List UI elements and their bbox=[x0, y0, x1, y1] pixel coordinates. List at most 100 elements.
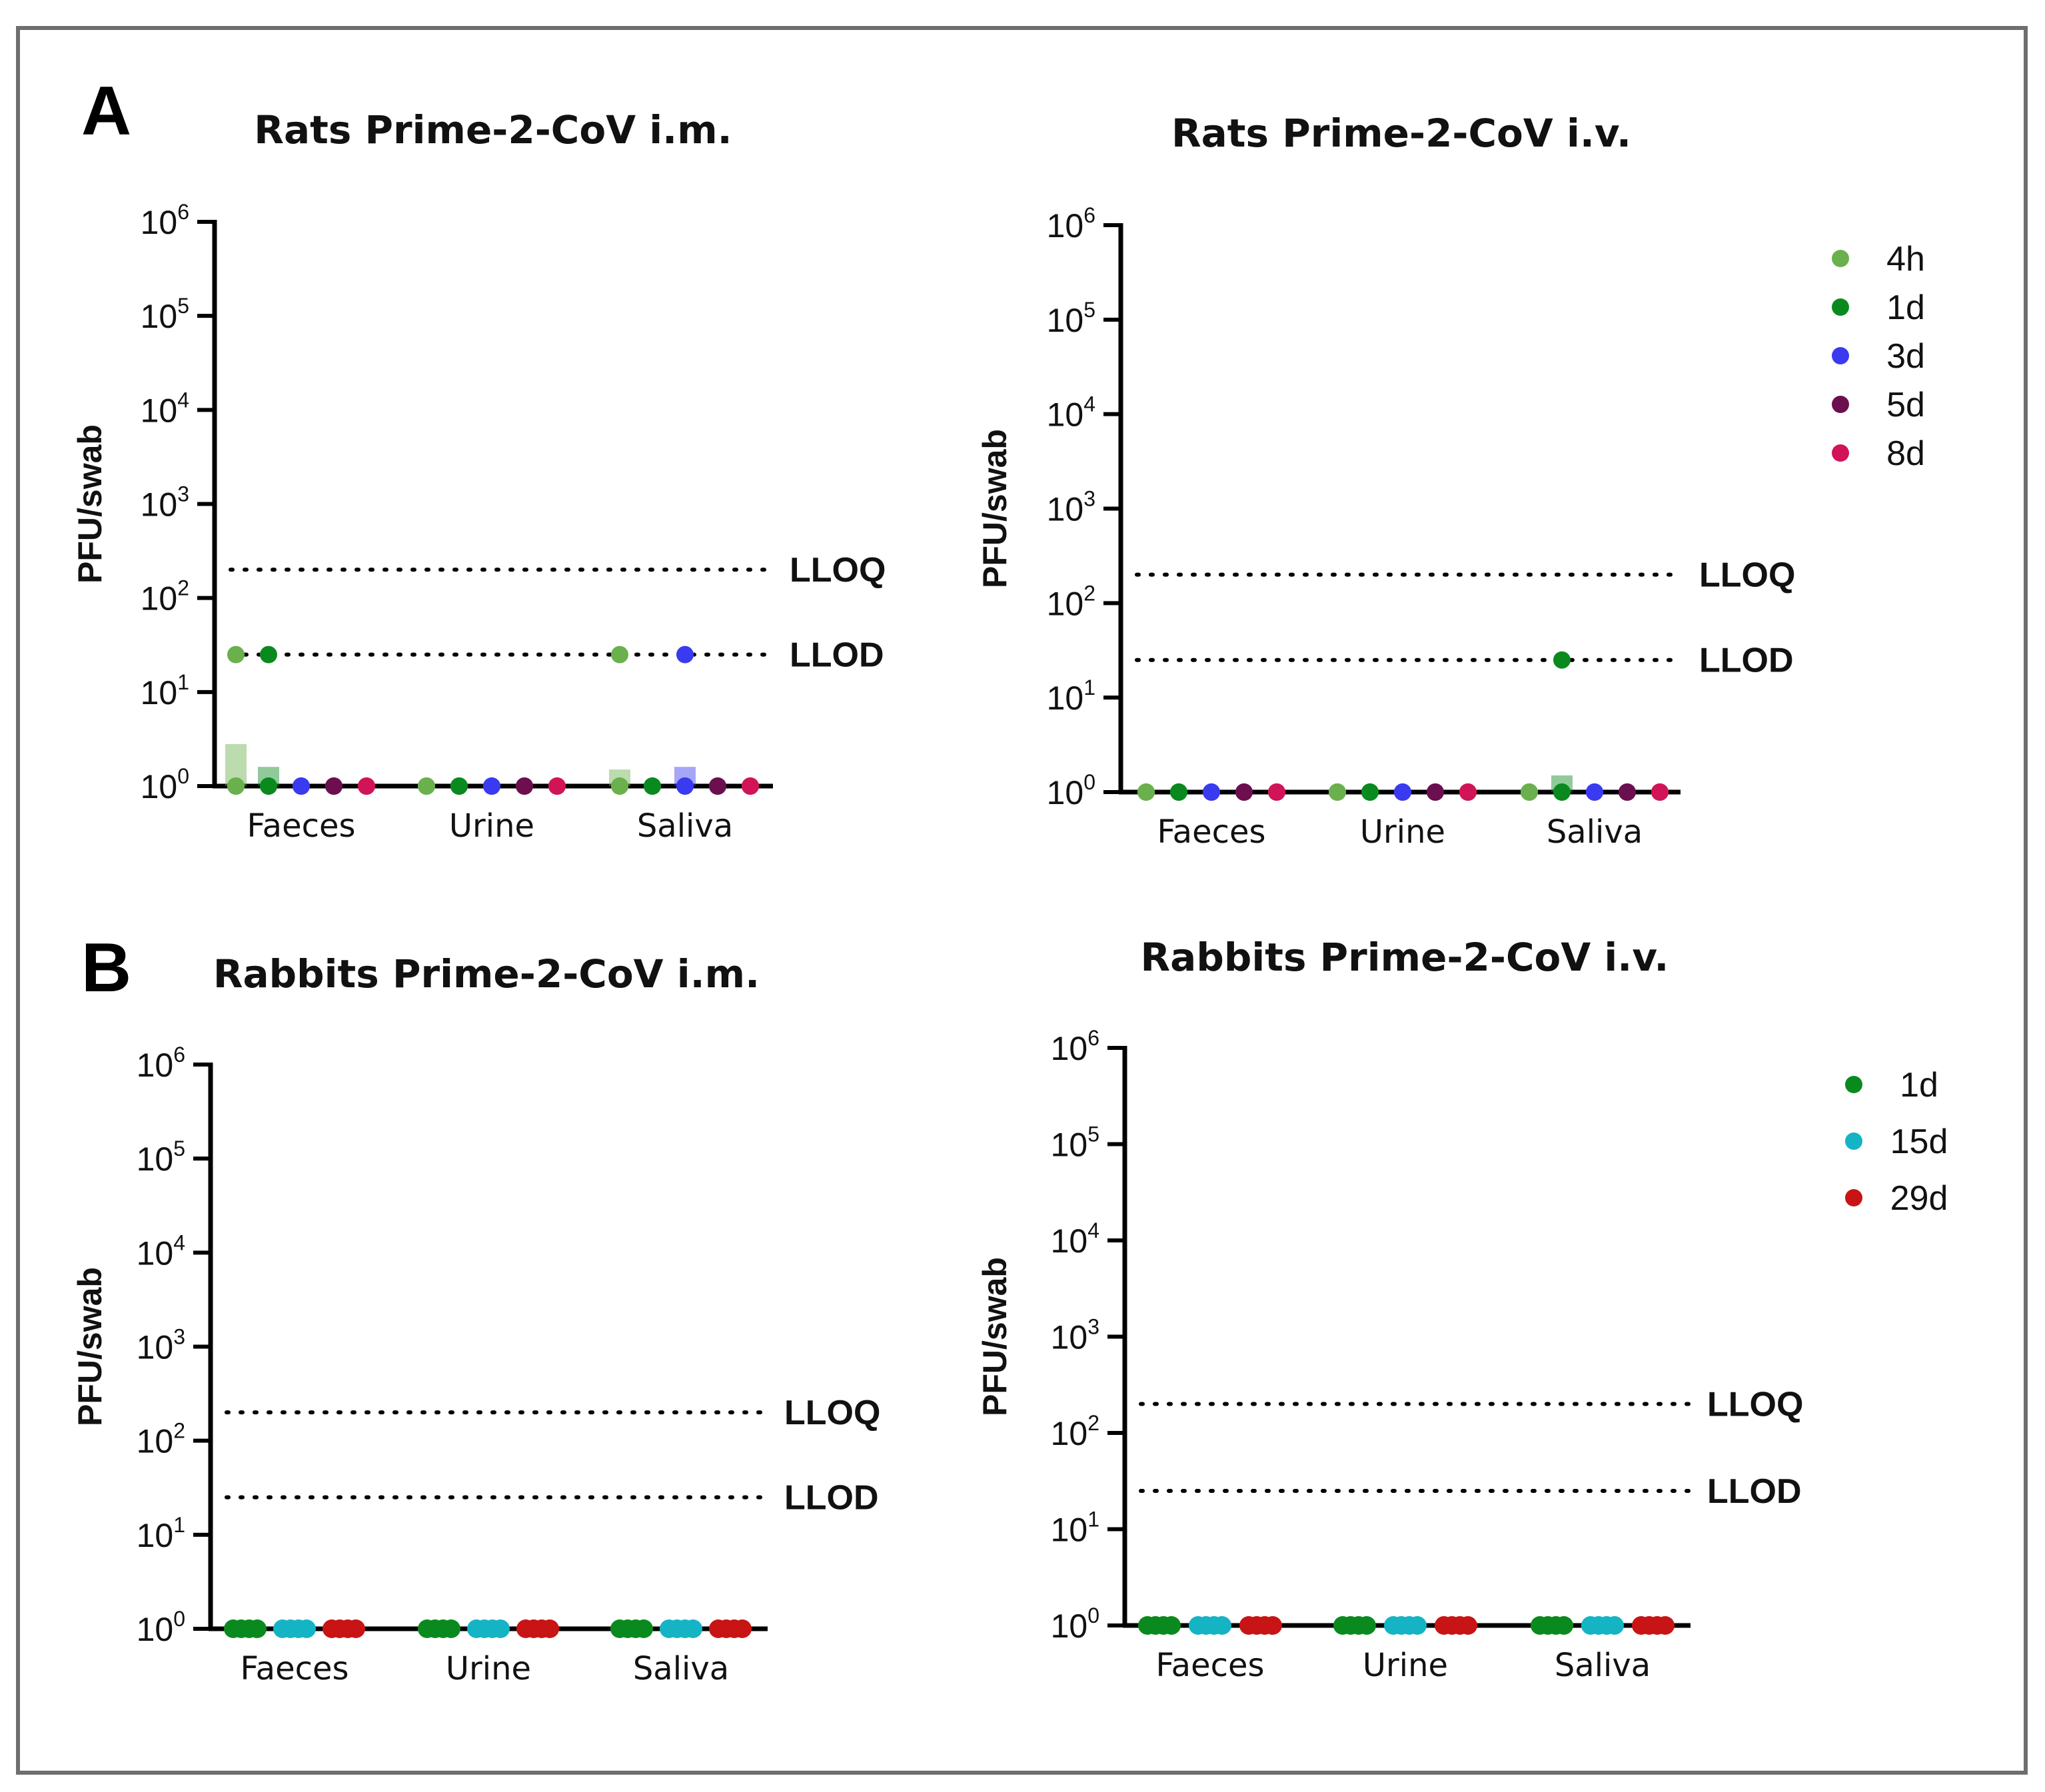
data-point bbox=[1170, 783, 1187, 801]
data-point bbox=[1459, 1616, 1477, 1635]
y-tick-label: 105 bbox=[141, 294, 189, 335]
legend-label: 3d bbox=[1886, 337, 1925, 376]
data-point bbox=[418, 777, 435, 795]
reference-label-lloq: LLOQ bbox=[784, 1394, 880, 1432]
data-point bbox=[1357, 1616, 1376, 1635]
data-point bbox=[227, 777, 245, 795]
reference-label-lloq: LLOQ bbox=[1699, 556, 1795, 595]
data-point bbox=[1553, 651, 1571, 669]
legend-label: 4h bbox=[1886, 240, 1925, 278]
y-tick-label: 105 bbox=[137, 1136, 185, 1178]
data-point bbox=[260, 777, 277, 795]
y-tick-label: 106 bbox=[1047, 203, 1095, 244]
y-tick-label: 105 bbox=[1047, 298, 1095, 339]
data-point bbox=[1619, 783, 1636, 801]
y-tick-label: 103 bbox=[137, 1325, 185, 1366]
y-axis-label: PFU/swab bbox=[71, 1267, 109, 1426]
y-tick-label: 102 bbox=[1047, 581, 1095, 622]
y-tick-label: 100 bbox=[1047, 770, 1095, 811]
y-tick-label: 102 bbox=[141, 576, 189, 618]
data-point bbox=[1459, 783, 1477, 801]
data-point bbox=[1162, 1616, 1181, 1635]
legend-marker bbox=[1845, 1076, 1862, 1093]
y-tick-label: 100 bbox=[137, 1607, 185, 1648]
legend-marker bbox=[1832, 250, 1849, 267]
y-tick-label: 104 bbox=[137, 1230, 185, 1272]
data-point bbox=[1555, 1616, 1573, 1635]
data-point bbox=[1521, 783, 1538, 801]
y-tick-label: 106 bbox=[137, 1043, 185, 1084]
data-point bbox=[1427, 783, 1444, 801]
y-tick-label: 104 bbox=[1051, 1218, 1099, 1260]
data-point bbox=[709, 777, 726, 795]
y-tick-label: 102 bbox=[137, 1419, 185, 1460]
y-tick-label: 101 bbox=[141, 670, 189, 711]
x-category-label: Faeces bbox=[240, 1650, 348, 1687]
x-category-label: Urine bbox=[1363, 1647, 1448, 1684]
legend-label: 8d bbox=[1886, 434, 1925, 473]
x-category-label: Urine bbox=[449, 807, 534, 845]
data-point bbox=[540, 1619, 559, 1638]
reference-label-llod: LLOD bbox=[784, 1479, 879, 1518]
reference-label-llod: LLOD bbox=[790, 636, 884, 675]
y-tick-label: 103 bbox=[1051, 1315, 1099, 1356]
data-point bbox=[516, 777, 533, 795]
chart-panels: Rats Prime-2-CoV i.m. PFU/swab LLOQ LLOD 100… bbox=[71, 107, 1948, 1687]
data-point bbox=[1137, 783, 1155, 801]
data-point bbox=[227, 646, 245, 664]
y-axis-label: PFU/swab bbox=[71, 424, 109, 584]
x-category-label: Faeces bbox=[1157, 813, 1265, 851]
data-point bbox=[733, 1619, 752, 1638]
legend-label: 29d bbox=[1890, 1179, 1948, 1218]
chart-title: Rats Prime-2-CoV i.m. bbox=[254, 107, 732, 153]
data-point bbox=[1235, 783, 1253, 801]
y-tick-label: 106 bbox=[141, 200, 189, 241]
reference-label-llod: LLOD bbox=[1707, 1472, 1802, 1511]
data-point bbox=[248, 1619, 267, 1638]
chart-2: Rats Prime-2-CoV i.v. PFU/swab LLOQ LLOD 100… bbox=[976, 111, 1925, 851]
data-point bbox=[1605, 1616, 1624, 1635]
y-tick-label: 104 bbox=[1047, 392, 1095, 434]
data-point bbox=[611, 646, 628, 664]
legend-label: 15d bbox=[1890, 1122, 1948, 1161]
legend-marker bbox=[1832, 396, 1849, 413]
chart-title: Rabbits Prime-2-CoV i.m. bbox=[213, 951, 760, 997]
y-tick-label: 102 bbox=[1051, 1411, 1099, 1452]
data-point bbox=[611, 777, 628, 795]
data-point bbox=[742, 777, 759, 795]
data-point bbox=[346, 1619, 365, 1638]
y-tick-label: 105 bbox=[1051, 1122, 1099, 1164]
data-point bbox=[1394, 783, 1411, 801]
y-tick-label: 100 bbox=[1051, 1603, 1099, 1645]
data-point bbox=[676, 646, 694, 664]
x-category-label: Saliva bbox=[1547, 813, 1643, 851]
data-point bbox=[325, 777, 342, 795]
data-point bbox=[548, 777, 566, 795]
figure-frame bbox=[16, 26, 2028, 1775]
data-point bbox=[297, 1619, 316, 1638]
y-tick-label: 103 bbox=[141, 482, 189, 524]
legend-label: 1d bbox=[1900, 1066, 1938, 1105]
data-point bbox=[442, 1619, 460, 1638]
reference-label-lloq: LLOQ bbox=[1707, 1386, 1803, 1424]
legend-label: 5d bbox=[1886, 386, 1925, 424]
data-point bbox=[483, 777, 500, 795]
data-point bbox=[1586, 783, 1603, 801]
data-point bbox=[450, 777, 468, 795]
x-category-label: Urine bbox=[446, 1650, 531, 1687]
x-category-label: Urine bbox=[1360, 813, 1445, 851]
data-point bbox=[1553, 783, 1571, 801]
data-point bbox=[1263, 1616, 1282, 1635]
panel-letter-b: B bbox=[81, 929, 131, 1007]
legend-marker bbox=[1832, 444, 1849, 462]
y-tick-label: 103 bbox=[1047, 487, 1095, 528]
legend-marker bbox=[1832, 347, 1849, 364]
panel-letter-a: A bbox=[81, 73, 131, 150]
data-point bbox=[676, 777, 694, 795]
data-point bbox=[260, 646, 277, 664]
data-point bbox=[1361, 783, 1379, 801]
y-tick-label: 101 bbox=[1051, 1508, 1099, 1549]
data-point bbox=[634, 1619, 653, 1638]
y-tick-label: 101 bbox=[137, 1513, 185, 1554]
x-category-label: Saliva bbox=[637, 807, 733, 845]
